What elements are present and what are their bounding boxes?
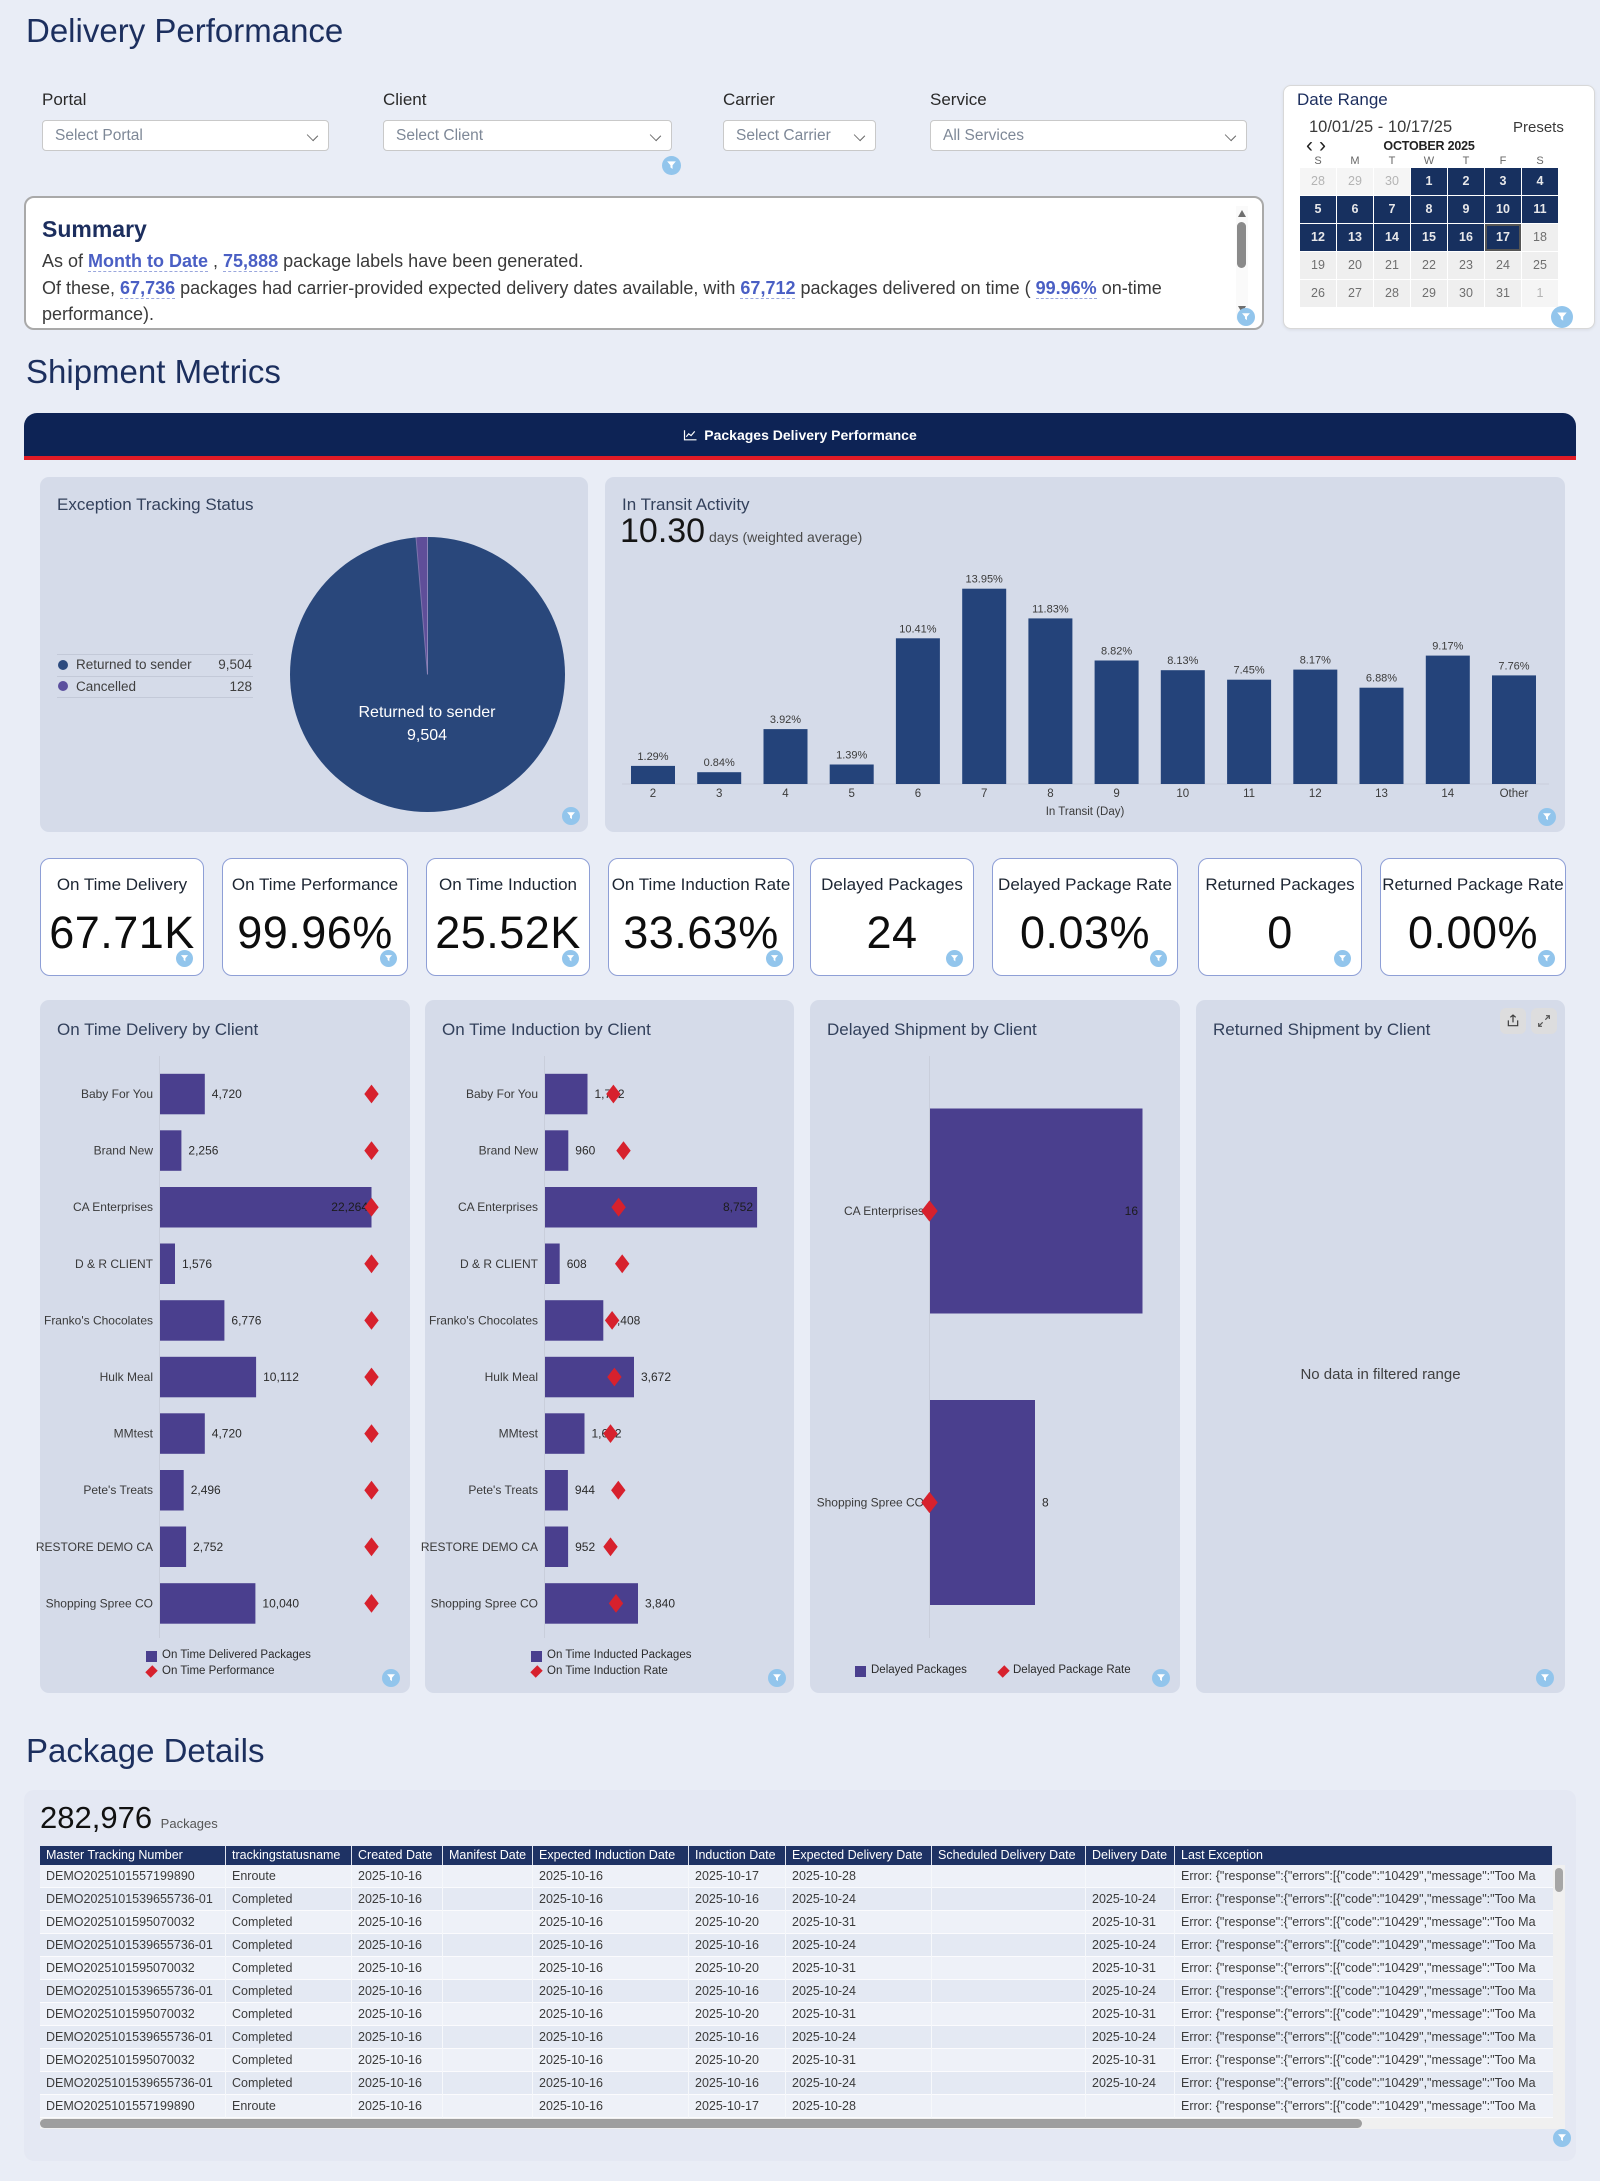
svg-text:D & R CLIENT: D & R CLIENT xyxy=(460,1257,539,1271)
svg-text:10: 10 xyxy=(1176,788,1189,800)
svg-text:9: 9 xyxy=(1113,788,1119,800)
svg-text:CA Enterprises: CA Enterprises xyxy=(458,1200,538,1214)
svg-text:Pete's Treats: Pete's Treats xyxy=(83,1483,153,1497)
svg-text:10.41%: 10.41% xyxy=(899,623,937,635)
svg-text:1.29%: 1.29% xyxy=(637,751,668,763)
svg-text:2,256: 2,256 xyxy=(188,1144,218,1158)
svg-text:5: 5 xyxy=(848,788,854,800)
svg-text:7.45%: 7.45% xyxy=(1233,665,1264,677)
svg-text:8.17%: 8.17% xyxy=(1300,655,1331,667)
svg-text:2,408: 2,408 xyxy=(610,1313,640,1327)
svg-text:Pete's Treats: Pete's Treats xyxy=(468,1483,538,1497)
svg-text:960: 960 xyxy=(575,1144,595,1158)
svg-text:8.82%: 8.82% xyxy=(1101,646,1132,658)
svg-text:8,752: 8,752 xyxy=(723,1200,753,1214)
svg-text:3: 3 xyxy=(716,788,722,800)
svg-text:4: 4 xyxy=(782,788,789,800)
svg-text:2,752: 2,752 xyxy=(193,1540,223,1554)
svg-text:CA Enterprises: CA Enterprises xyxy=(844,1204,924,1218)
svg-text:3,672: 3,672 xyxy=(641,1370,671,1384)
svg-text:RESTORE DEMO CA: RESTORE DEMO CA xyxy=(36,1540,153,1554)
svg-text:D & R CLIENT: D & R CLIENT xyxy=(75,1257,154,1271)
svg-text:Brand New: Brand New xyxy=(479,1144,539,1158)
svg-text:6.88%: 6.88% xyxy=(1366,673,1397,685)
svg-text:7: 7 xyxy=(981,788,987,800)
svg-text:9.17%: 9.17% xyxy=(1432,641,1463,653)
svg-text:MMtest: MMtest xyxy=(499,1427,539,1441)
svg-text:Brand New: Brand New xyxy=(94,1144,154,1158)
svg-text:8.13%: 8.13% xyxy=(1167,655,1198,667)
svg-text:CA Enterprises: CA Enterprises xyxy=(73,1200,153,1214)
svg-text:10,112: 10,112 xyxy=(263,1370,299,1384)
svg-text:11: 11 xyxy=(1243,788,1255,800)
svg-text:Shopping Spree CO: Shopping Spree CO xyxy=(817,1496,924,1510)
svg-text:Baby For You: Baby For You xyxy=(466,1087,538,1101)
svg-text:Franko's Chocolates: Franko's Chocolates xyxy=(429,1313,538,1327)
svg-text:944: 944 xyxy=(575,1483,595,1497)
svg-text:Shopping Spree CO: Shopping Spree CO xyxy=(46,1596,153,1610)
svg-text:12: 12 xyxy=(1309,788,1322,800)
svg-text:1,576: 1,576 xyxy=(182,1257,212,1271)
svg-text:2,496: 2,496 xyxy=(191,1483,221,1497)
svg-text:14: 14 xyxy=(1441,788,1454,800)
svg-text:10,040: 10,040 xyxy=(262,1596,299,1610)
svg-text:0.84%: 0.84% xyxy=(704,757,735,769)
svg-text:608: 608 xyxy=(567,1257,587,1271)
svg-text:Other: Other xyxy=(1500,788,1529,800)
svg-text:7.76%: 7.76% xyxy=(1498,660,1529,672)
svg-text:8: 8 xyxy=(1047,788,1053,800)
svg-text:RESTORE DEMO CA: RESTORE DEMO CA xyxy=(421,1540,538,1554)
svg-text:4,720: 4,720 xyxy=(212,1087,242,1101)
svg-text:952: 952 xyxy=(575,1540,595,1554)
svg-text:13: 13 xyxy=(1375,788,1388,800)
svg-text:Baby For You: Baby For You xyxy=(81,1087,153,1101)
svg-text:22,264: 22,264 xyxy=(331,1200,368,1214)
svg-text:16: 16 xyxy=(1125,1204,1139,1218)
svg-text:6: 6 xyxy=(915,788,921,800)
svg-text:Shopping Spree CO: Shopping Spree CO xyxy=(431,1596,538,1610)
svg-text:13.95%: 13.95% xyxy=(966,574,1004,586)
svg-text:6,776: 6,776 xyxy=(231,1313,261,1327)
svg-text:Franko's Chocolates: Franko's Chocolates xyxy=(44,1313,153,1327)
svg-text:2: 2 xyxy=(650,788,656,800)
svg-text:1.39%: 1.39% xyxy=(836,750,867,762)
svg-text:3,840: 3,840 xyxy=(645,1596,675,1610)
svg-text:3.92%: 3.92% xyxy=(770,714,801,726)
svg-text:4,720: 4,720 xyxy=(212,1427,242,1441)
svg-text:MMtest: MMtest xyxy=(114,1427,154,1441)
svg-text:8: 8 xyxy=(1042,1496,1049,1510)
svg-text:Hulk Meal: Hulk Meal xyxy=(100,1370,153,1384)
svg-text:In Transit (Day): In Transit (Day) xyxy=(1046,806,1125,818)
svg-text:11.83%: 11.83% xyxy=(1032,603,1069,615)
svg-text:Hulk Meal: Hulk Meal xyxy=(485,1370,538,1384)
